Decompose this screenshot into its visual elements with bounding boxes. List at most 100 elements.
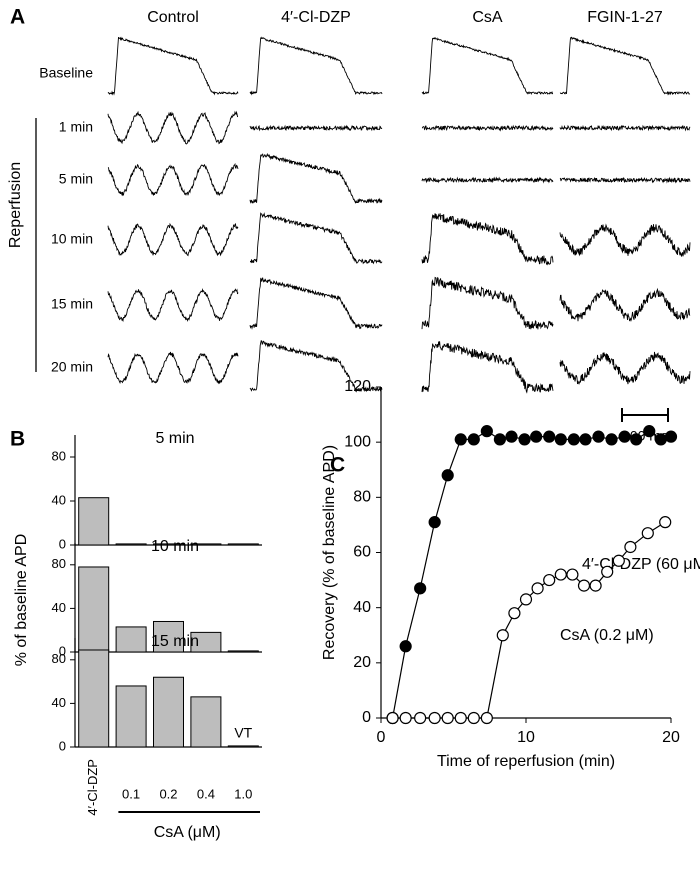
x-axis-label: Time of reperfusion (min) <box>437 753 615 770</box>
x-tick-label: 0 <box>377 729 386 746</box>
bar <box>78 566 110 653</box>
data-point <box>480 711 493 725</box>
data-point <box>428 711 441 725</box>
y-tick-label: 40 <box>52 492 66 507</box>
bar <box>190 696 222 748</box>
bar <box>115 685 147 748</box>
y-tick-label: 80 <box>353 489 371 506</box>
data-point <box>589 579 602 592</box>
data-point <box>428 516 441 529</box>
trace <box>249 36 383 96</box>
data-point <box>624 540 637 554</box>
panel-label: C <box>330 454 345 477</box>
x-tick-label: 1.0 <box>234 786 252 801</box>
column-label: CsA <box>472 9 503 26</box>
panel-label: B <box>10 428 25 451</box>
data-point <box>579 433 592 446</box>
data-point <box>493 433 506 446</box>
data-point <box>659 516 672 529</box>
x-tick-label: 4′-Cl-DZP <box>85 759 100 816</box>
data-point <box>441 711 454 725</box>
annotation: VT <box>234 725 252 741</box>
data-point <box>566 568 579 581</box>
y-tick-label: 80 <box>52 448 66 463</box>
row-label: Baseline <box>39 65 93 81</box>
data-point <box>612 554 625 567</box>
trace <box>249 277 383 330</box>
bar <box>227 745 259 748</box>
bar <box>115 626 147 653</box>
data-point <box>630 433 643 446</box>
data-point <box>467 711 480 725</box>
row-label: 5 min <box>59 171 93 187</box>
data-point <box>508 607 521 620</box>
row-label: 20 min <box>51 359 93 375</box>
data-point <box>641 527 654 540</box>
trace <box>559 36 691 96</box>
data-point <box>531 582 544 595</box>
trace <box>421 176 554 184</box>
column-label: FGIN-1-27 <box>587 9 663 26</box>
data-point <box>399 711 412 725</box>
data-point <box>543 573 556 587</box>
y-tick-label: 60 <box>353 544 371 561</box>
y-tick-label: 80 <box>52 651 66 666</box>
trace <box>559 223 691 257</box>
trace <box>559 287 691 323</box>
y-tick-label: 0 <box>59 536 66 551</box>
x-tick-label: 0.4 <box>197 786 215 801</box>
data-point <box>505 430 518 443</box>
trace <box>421 341 554 394</box>
bar <box>153 676 184 748</box>
data-point <box>567 433 580 446</box>
bar <box>190 631 222 653</box>
bar <box>227 543 259 546</box>
data-point <box>592 430 605 443</box>
x-tick-label: 10 <box>517 729 535 746</box>
data-point <box>467 433 480 446</box>
trace <box>249 152 383 204</box>
chart-title: 5 min <box>155 430 194 447</box>
data-point <box>454 433 467 446</box>
data-point <box>543 430 556 443</box>
trace <box>107 287 239 323</box>
trace <box>249 124 383 132</box>
y-tick-label: 20 <box>353 654 371 671</box>
y-tick-label: 0 <box>362 709 371 726</box>
data-point <box>518 433 531 446</box>
bar <box>115 543 147 546</box>
y-tick-label: 40 <box>353 599 371 616</box>
row-label: 15 min <box>51 296 93 312</box>
y-tick-label: 0 <box>59 643 66 658</box>
trace <box>250 212 383 265</box>
data-point <box>441 469 454 482</box>
y-tick-label: 100 <box>344 433 371 450</box>
trace <box>559 124 691 132</box>
y-tick-label: 80 <box>52 556 66 571</box>
trace <box>421 213 554 266</box>
trace <box>107 36 239 96</box>
y-axis-label: Recovery (% of baseline APD) <box>321 445 338 660</box>
chart-title: 10 min <box>151 538 199 555</box>
trace <box>107 110 239 145</box>
trace <box>421 36 554 96</box>
x-tick-label: 0.2 <box>159 786 177 801</box>
series-line <box>392 430 672 719</box>
data-point <box>519 593 533 606</box>
panel-label: A <box>10 6 25 29</box>
bar <box>227 650 259 653</box>
bar <box>78 497 110 546</box>
data-point <box>664 430 678 443</box>
y-tick-label: 120 <box>344 378 371 395</box>
data-point <box>601 565 614 578</box>
trace <box>107 351 239 385</box>
x-tick-label: 20 <box>662 729 680 746</box>
data-point <box>496 629 509 642</box>
data-point <box>480 425 493 438</box>
data-point <box>554 433 567 446</box>
y-axis-label: % of baseline APD <box>13 534 30 667</box>
y-tick-label: 40 <box>52 695 66 710</box>
data-point <box>577 579 591 592</box>
x-group-label: CsA (μM) <box>154 824 221 841</box>
bar <box>153 543 184 546</box>
